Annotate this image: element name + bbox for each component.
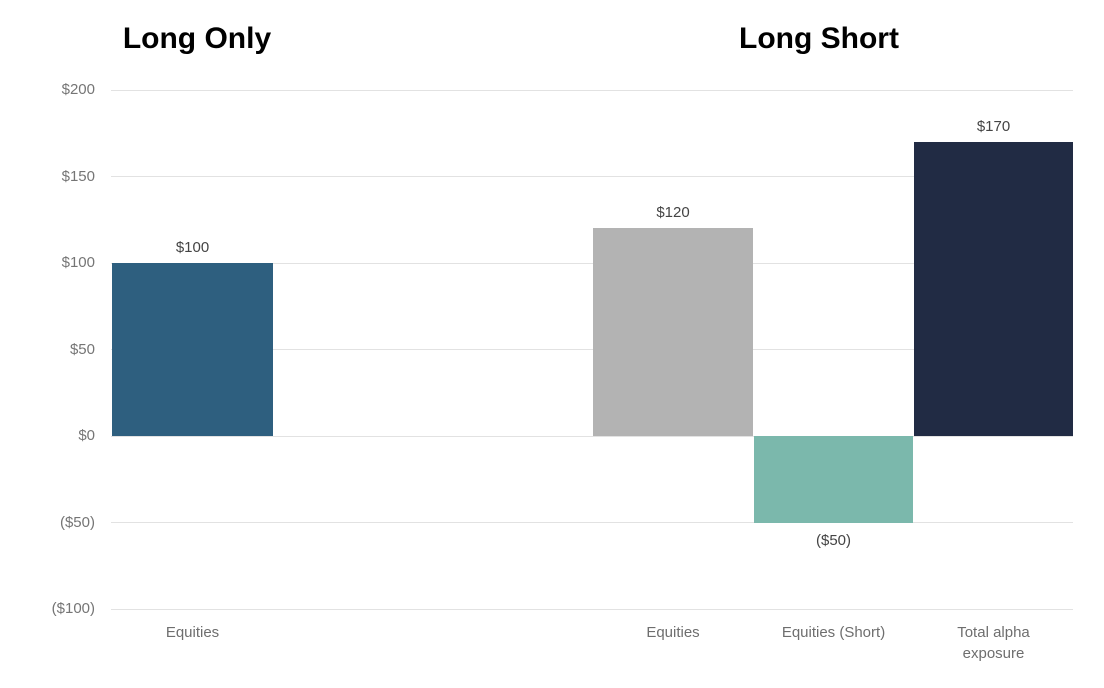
- bar-value-label: $100: [175, 239, 210, 256]
- y-axis-tick-label: $50: [69, 340, 95, 358]
- y-axis-tick-label: ($100): [51, 600, 95, 617]
- panel-title-long-only: Long Only: [122, 22, 272, 55]
- x-axis-label: Equities: [646, 624, 700, 641]
- bar-equities: [593, 228, 753, 436]
- bar-total-alpha-exposure: [914, 141, 1073, 436]
- panel-title-long-short: Long Short: [739, 22, 899, 55]
- bar-value-label: $170: [976, 117, 1011, 135]
- x-axis-label: Total alpha exposure: [957, 624, 1030, 662]
- bar-value-label: $120: [656, 204, 690, 222]
- y-axis-tick-label: $100: [61, 254, 95, 271]
- x-axis-label: Equities: [165, 624, 220, 641]
- gridline-200: [111, 89, 1073, 91]
- x-axis-label: Equities (Short): [781, 624, 886, 641]
- gridline-150: [111, 176, 1073, 177]
- y-axis-tick-label: $0: [78, 427, 95, 444]
- gridline-0: [111, 435, 1073, 437]
- gridline-50: [111, 349, 1073, 350]
- y-axis-tick-label: $150: [61, 167, 95, 185]
- gridline-100: [111, 262, 1073, 264]
- bar-equities-long-only: [112, 263, 273, 436]
- bar-equities-short: [754, 436, 913, 523]
- y-axis-tick-label: ($50): [59, 513, 95, 531]
- gridline-50: [111, 522, 1073, 523]
- y-axis-tick-label: $200: [61, 81, 95, 98]
- gridline-100: [111, 608, 1073, 610]
- bar-value-label: ($50): [815, 531, 852, 549]
